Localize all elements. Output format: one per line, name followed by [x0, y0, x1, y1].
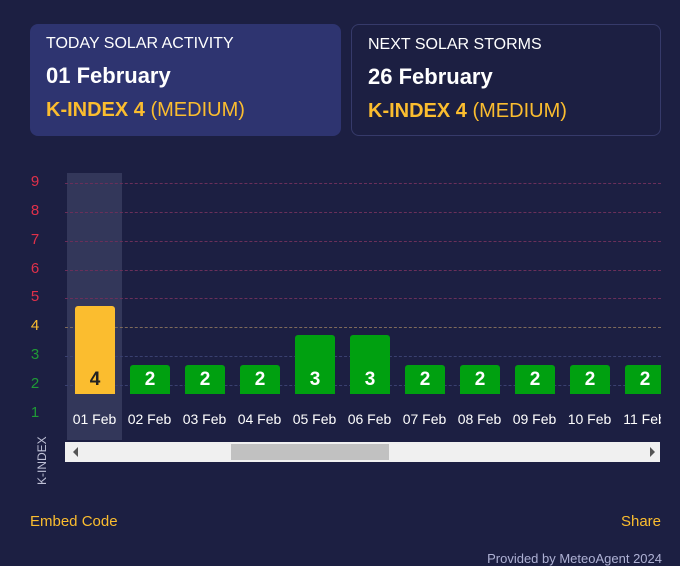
y-tick-label: 8 — [30, 201, 40, 219]
card-date: 26 February — [368, 64, 493, 89]
bar[interactable]: 3 — [295, 335, 335, 394]
bar[interactable]: 2 — [460, 364, 500, 394]
gridline — [65, 327, 661, 329]
bar-value-label: 2 — [639, 368, 651, 390]
bar-value-label: 2 — [199, 368, 211, 390]
kindex-chart: 4 01 Feb 2 02 Feb 2 03 Feb 2 04 Feb 3 05 Feb 3 06 F… — [65, 170, 661, 440]
bar[interactable]: 4 — [75, 306, 115, 394]
gridline — [65, 298, 661, 300]
x-tick-label: 02 Feb — [127, 411, 172, 427]
chart-scrollbar[interactable] — [65, 442, 660, 462]
share-link[interactable]: Share — [620, 513, 661, 530]
x-tick-label: 04 Feb — [237, 411, 282, 427]
x-tick-label: 06 Feb — [347, 411, 392, 427]
y-axis-label: K-INDEX — [35, 436, 49, 485]
bar-value-label: 2 — [144, 368, 156, 390]
bar-value-label: 2 — [584, 368, 596, 390]
bar[interactable]: 2 — [625, 364, 661, 394]
y-tick-label: 2 — [30, 375, 40, 393]
gridline — [65, 182, 661, 184]
y-tick-label: 9 — [30, 172, 40, 190]
bar[interactable]: 2 — [405, 364, 445, 394]
embed-code-link[interactable]: Embed Code — [30, 513, 118, 530]
scrollbar-thumb[interactable] — [231, 444, 389, 460]
today-activity-card: TODAY SOLAR ACTIVITY 01 February K-INDEX… — [30, 24, 341, 136]
x-tick-label: 11 Feb — [623, 411, 661, 427]
kindex-level: (MEDIUM) — [472, 100, 567, 122]
scroll-right-icon[interactable] — [650, 447, 655, 457]
next-storms-card: NEXT SOLAR STORMS 26 February K-INDEX 4 … — [351, 24, 661, 136]
y-tick-label: 7 — [30, 230, 40, 248]
y-tick-label: 1 — [30, 404, 40, 421]
bar[interactable]: 2 — [130, 364, 170, 394]
gridline — [65, 240, 661, 242]
bar-value-label: 2 — [529, 368, 541, 390]
x-tick-label: 05 Feb — [292, 411, 337, 427]
kindex-value: K-INDEX 4 — [368, 100, 467, 122]
x-tick-label: 01 Feb — [72, 411, 117, 427]
bar[interactable]: 2 — [570, 364, 610, 394]
y-tick-label: 4 — [30, 317, 40, 335]
gridline — [65, 269, 661, 271]
x-tick-label: 10 Feb — [567, 411, 612, 427]
bar[interactable]: 3 — [350, 335, 390, 394]
y-tick-label: 3 — [30, 346, 40, 364]
kindex-level: (MEDIUM) — [150, 99, 245, 121]
card-kindex: K-INDEX 4 (MEDIUM) — [46, 99, 325, 122]
y-tick-label: 6 — [30, 259, 40, 277]
x-tick-label: 09 Feb — [512, 411, 557, 427]
bar[interactable]: 2 — [515, 364, 555, 394]
bar-value-label: 2 — [254, 368, 266, 390]
bar[interactable]: 2 — [240, 364, 280, 394]
bar-value-label: 3 — [364, 368, 376, 390]
bar-value-label: 4 — [89, 368, 101, 390]
bar-value-label: 2 — [419, 368, 431, 390]
x-tick-label: 03 Feb — [182, 411, 227, 427]
card-kindex: K-INDEX 4 (MEDIUM) — [368, 100, 644, 123]
x-tick-label: 07 Feb — [402, 411, 447, 427]
x-tick-label: 08 Feb — [457, 411, 502, 427]
bar-value-label: 3 — [309, 368, 321, 390]
kindex-value: K-INDEX 4 — [46, 99, 145, 121]
card-date: 01 February — [46, 63, 171, 88]
y-tick-label: 5 — [30, 288, 40, 306]
card-label: TODAY SOLAR ACTIVITY — [46, 35, 234, 52]
scroll-left-icon[interactable] — [73, 447, 78, 457]
credit-text: Provided by MeteoAgent 2024 — [487, 551, 662, 566]
card-label: NEXT SOLAR STORMS — [368, 36, 542, 53]
gridline — [65, 211, 661, 213]
bar[interactable]: 2 — [185, 364, 225, 394]
bar-value-label: 2 — [474, 368, 486, 390]
